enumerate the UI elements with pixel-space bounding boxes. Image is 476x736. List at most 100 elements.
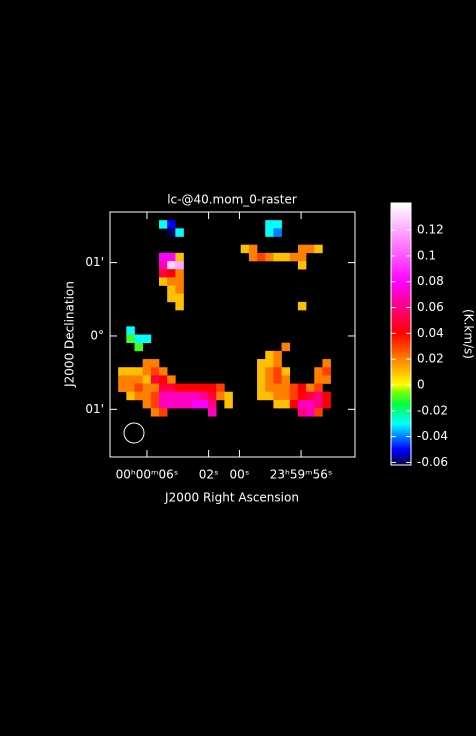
raster-cell [175,383,184,393]
colorbar-tick-label: 0.08 [417,274,444,288]
raster-cell [306,383,315,393]
raster-cell [191,399,201,409]
raster-cell [126,391,135,401]
raster-cell [142,375,152,384]
x-tick-label: 00ʰ00ᵐ06ˢ [116,468,179,482]
raster-cell [273,252,282,262]
y-tick-label: 0° [90,328,104,342]
raster-cell [265,220,274,229]
raster-cell [159,220,168,229]
raster-cell [118,375,127,384]
beam [123,422,145,444]
raster-cell [297,261,307,270]
raster-cell [126,334,135,344]
raster-cell [159,375,168,384]
raster-cell [199,399,209,409]
raster-cell [281,399,291,409]
raster-cell [134,367,143,376]
raster-cell [265,359,274,368]
raster-cell [199,383,209,393]
colorbar-tick-label: 0.02 [417,352,444,366]
raster-cell [281,252,291,262]
raster-cell [208,399,217,409]
raster-cell [159,391,168,401]
raster-cell [167,228,176,237]
raster-cell [134,375,143,384]
raster-cell [126,367,135,376]
raster-cell [281,342,291,352]
raster-cell [175,285,184,294]
colorbar-tick-label: 0.1 [417,248,436,262]
raster-cell [159,252,168,262]
raster-cell [134,391,143,401]
raster-cell [126,326,135,335]
raster-cell [216,383,225,393]
raster-cell [167,220,176,229]
raster-cell [273,367,282,376]
colorbar-tick-label: 0.12 [417,223,444,237]
raster-cell [314,408,323,417]
raster-cell [257,383,266,393]
raster-cell [126,383,135,393]
raster-cell [150,367,160,376]
raster-cell [142,367,152,376]
raster-cell [322,391,331,401]
raster-cell [322,375,331,384]
raster-cell [159,261,168,270]
raster-cell [208,383,217,393]
raster-cell [167,383,176,393]
raster-cell [314,375,323,384]
raster-cell [175,269,184,278]
raster-cell [240,244,250,254]
raster-cell [265,367,274,376]
raster-cell [142,359,152,368]
raster-cell [175,391,184,401]
raster-cell [273,399,282,409]
colorbar-label: (K.km/s) [462,309,476,359]
raster-cell [297,408,307,417]
chart-title: lc-@40.mom_0-raster [167,193,297,207]
raster-cell [150,359,160,368]
raster-cell [322,399,331,409]
raster-cell [273,375,282,384]
raster-cell [134,342,143,352]
plot-frame [109,211,356,458]
raster-cell [289,399,299,409]
raster-cell [273,383,282,393]
raster-cell [257,391,266,401]
raster-cell [167,391,176,401]
raster-cell [289,252,299,262]
raster-cell [167,293,176,303]
colorbar-tick-label: 0 [417,377,425,391]
raster-cell [248,244,258,254]
raster-cell [175,261,184,270]
raster-cell [322,359,331,368]
raster-cell [297,399,307,409]
raster-cell [216,391,225,401]
raster-cell [265,228,274,237]
raster [118,220,331,417]
raster-cell [183,399,192,409]
raster-cell [134,334,143,344]
raster-cell [175,228,184,237]
raster-cell [175,301,184,311]
raster-cell [273,359,282,368]
raster-cell [314,383,323,393]
raster-cell [281,391,291,401]
raster-cell [265,383,274,393]
raster-cell [191,391,201,401]
raster-cell [175,399,184,409]
raster-cell [199,391,209,401]
x-axis-label: J2000 Right Ascension [164,491,299,505]
raster-cell [159,383,168,393]
raster-cell [159,367,168,376]
raster-cell [126,375,135,384]
raster-cell [306,391,315,401]
x-tick-label: 02ˢ [199,468,219,482]
raster-cell [273,350,282,360]
raster-cell [306,399,315,409]
raster-cell [273,391,282,401]
raster-cell [159,277,168,286]
